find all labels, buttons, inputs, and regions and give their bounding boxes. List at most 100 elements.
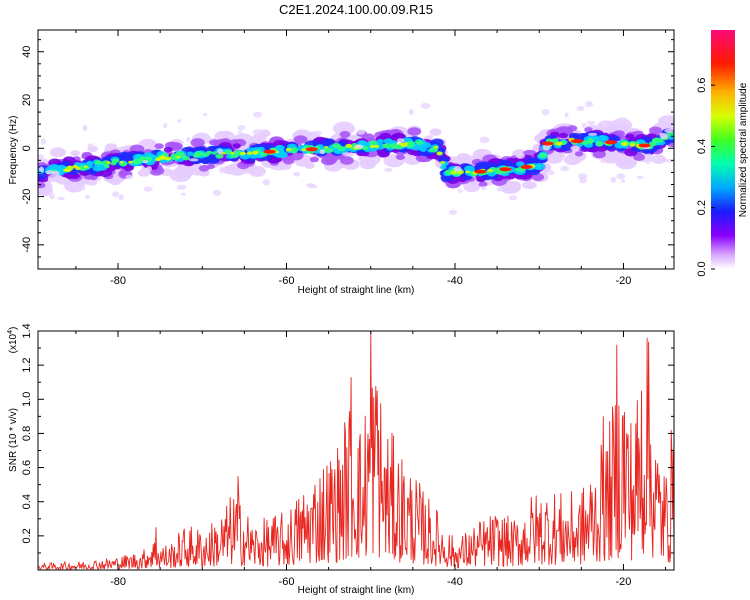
spectral-blob [664,128,674,133]
spectral-blob [163,146,173,153]
spectral-blob [532,173,545,181]
spectral-blob [202,152,210,157]
spectral-blob [345,143,353,149]
spectral-blob [312,140,321,146]
x-tick-label: -80 [110,576,126,588]
spectral-blob [293,135,308,144]
x-tick-label: -20 [616,275,632,287]
spectral-blob [448,209,457,215]
spectral-blob [289,147,299,153]
spectral-blob [142,160,149,164]
spectral-blob [407,141,416,147]
spectral-blob [515,152,525,159]
x-tick-label: -60 [279,576,295,588]
spectral-blob [228,134,235,141]
spectral-blob [94,160,103,165]
spectral-blob [426,134,434,139]
spectral-blob [419,147,427,152]
spectral-blob [86,160,94,166]
spectral-blob [415,140,424,146]
spectral-blob [159,155,166,160]
spectral-blob [171,153,177,157]
spectral-blob [190,138,205,148]
spectral-blob [332,121,355,136]
spectral-blob [369,140,378,146]
spectral-blob [356,129,366,135]
spectral-blob [440,165,447,170]
spectral-blob [125,174,134,180]
spectral-blob [496,187,505,192]
colorbar-tick-label: 0.4 [696,139,708,154]
spectral-blob [293,171,301,177]
spectral-blob [309,156,319,163]
spectral-blob [112,191,120,198]
spectral-blob [198,165,210,172]
spectral-blob [301,148,307,152]
spectral-blob [304,162,315,169]
spectral-blob [173,143,183,150]
spectral-peak [263,149,276,154]
spectral-blob [598,135,609,142]
spectral-blob [610,176,617,183]
spectral-blob [663,116,673,123]
spectral-blob [339,131,351,138]
spectral-blob [252,129,262,136]
spectral-blob [109,178,121,186]
spectral-blob [487,168,493,173]
spectral-blob [45,167,53,172]
spectrogram-xlabel: Height of straight line (km) [298,285,415,296]
spectral-blob [621,179,626,183]
spectral-blob [477,161,492,171]
spectral-blob [354,144,364,149]
snr-ticks: -80 -60 -40 -20 0.2 0.4 0.6 0.8 1.0 1.2 1.4 [21,323,674,588]
spectral-blob [588,132,598,136]
spectral-blob [180,192,186,196]
spectral-blob [576,105,585,112]
y-tick-label: -40 [21,237,33,253]
spectral-blob [324,146,329,149]
spectral-blob [453,165,462,172]
spectral-blob [555,141,563,146]
spectrogram-ticks: -80 -60 -40 -20 -40 -20 0 20 40 [21,30,674,287]
spectral-blob [82,124,88,131]
spectral-blob [374,144,380,148]
spectral-blob [177,119,182,123]
spectral-blob [433,145,439,149]
spectral-peak [520,165,533,169]
spectral-blob [87,143,95,148]
spectral-blob [163,122,168,129]
y-tick-label: -20 [21,189,33,205]
x-tick-label: -80 [110,275,126,287]
spectral-blob [440,161,445,164]
spectral-blob [253,111,263,118]
y-tick-label: 1.0 [21,392,33,407]
spectral-blob [399,142,404,146]
spectral-blob [633,153,646,161]
spectral-blob [644,153,653,161]
spectral-blob [209,139,220,146]
spectral-blob [262,179,271,186]
spectral-blob [139,156,146,160]
spectral-blob [48,193,56,200]
spectral-blob [70,150,81,157]
spectral-blob [57,196,65,201]
spectral-blob [407,127,422,136]
spectral-blob [376,139,384,144]
colorbar-tick-label: 0.0 [696,261,708,276]
spectral-blob [595,140,604,147]
spectral-blob [285,147,292,152]
spectral-blob [45,170,54,175]
spectral-blob [215,153,224,159]
spectral-blob [182,155,190,161]
spectral-blob [556,126,572,137]
x-tick-label: -60 [279,275,295,287]
spectral-blob [83,165,88,168]
spectral-blob [75,166,81,171]
snr-xlabel: Height of straight line (km) [298,585,415,596]
spectral-blob [224,149,233,155]
spectral-blob [119,160,124,164]
snr-panel: -80 -60 -40 -20 0.2 0.4 0.6 0.8 1.0 1.2 1.4 Height… [7,323,675,596]
spectral-blob [275,150,280,154]
spectral-blob [636,175,644,180]
